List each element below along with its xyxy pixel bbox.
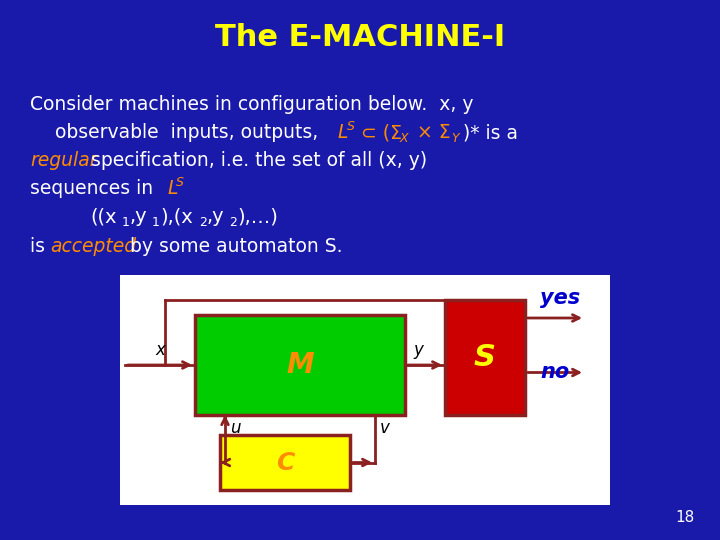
Text: ),…): ),…) bbox=[237, 207, 278, 226]
Bar bbox=[195, 315, 405, 415]
Text: Consider machines in configuration below.  x, y: Consider machines in configuration below… bbox=[30, 96, 474, 114]
Text: 18: 18 bbox=[676, 510, 695, 525]
Bar bbox=[445, 300, 525, 415]
Text: M: M bbox=[286, 351, 314, 379]
Text: sequences in: sequences in bbox=[30, 179, 159, 199]
Text: The E-MACHINE-I: The E-MACHINE-I bbox=[215, 24, 505, 52]
Text: y: y bbox=[413, 341, 423, 359]
Text: no: no bbox=[540, 361, 570, 381]
Text: yes: yes bbox=[540, 288, 580, 308]
Text: ,y: ,y bbox=[130, 207, 148, 226]
Text: X: X bbox=[400, 132, 409, 145]
Bar bbox=[120, 275, 610, 505]
Text: x: x bbox=[155, 341, 165, 359]
Text: 1: 1 bbox=[152, 215, 160, 228]
Text: 1: 1 bbox=[122, 215, 130, 228]
Text: L: L bbox=[168, 179, 179, 199]
Text: specification, i.e. the set of all (x, y): specification, i.e. the set of all (x, y… bbox=[85, 152, 427, 171]
Text: 2: 2 bbox=[199, 215, 207, 228]
Text: accepted: accepted bbox=[50, 238, 136, 256]
Text: u: u bbox=[230, 419, 240, 437]
Text: ,y: ,y bbox=[207, 207, 225, 226]
Text: Y: Y bbox=[451, 132, 459, 145]
Text: v: v bbox=[380, 419, 390, 437]
Text: ),(x: ),(x bbox=[160, 207, 193, 226]
Text: is: is bbox=[30, 238, 51, 256]
Text: 2: 2 bbox=[229, 215, 237, 228]
Text: C: C bbox=[276, 450, 294, 475]
Text: S: S bbox=[176, 176, 184, 188]
Text: ((x: ((x bbox=[90, 207, 117, 226]
Text: observable  inputs, outputs,: observable inputs, outputs, bbox=[55, 124, 324, 143]
Text: by some automaton S.: by some automaton S. bbox=[124, 238, 343, 256]
Text: regular: regular bbox=[30, 152, 97, 171]
Text: S: S bbox=[474, 343, 496, 372]
Text: ⊂ (Σ: ⊂ (Σ bbox=[355, 124, 402, 143]
Text: S: S bbox=[347, 119, 355, 132]
Bar bbox=[220, 435, 350, 490]
Text: × Σ: × Σ bbox=[411, 124, 451, 143]
Text: L: L bbox=[338, 124, 348, 143]
Text: )* is a: )* is a bbox=[463, 124, 518, 143]
